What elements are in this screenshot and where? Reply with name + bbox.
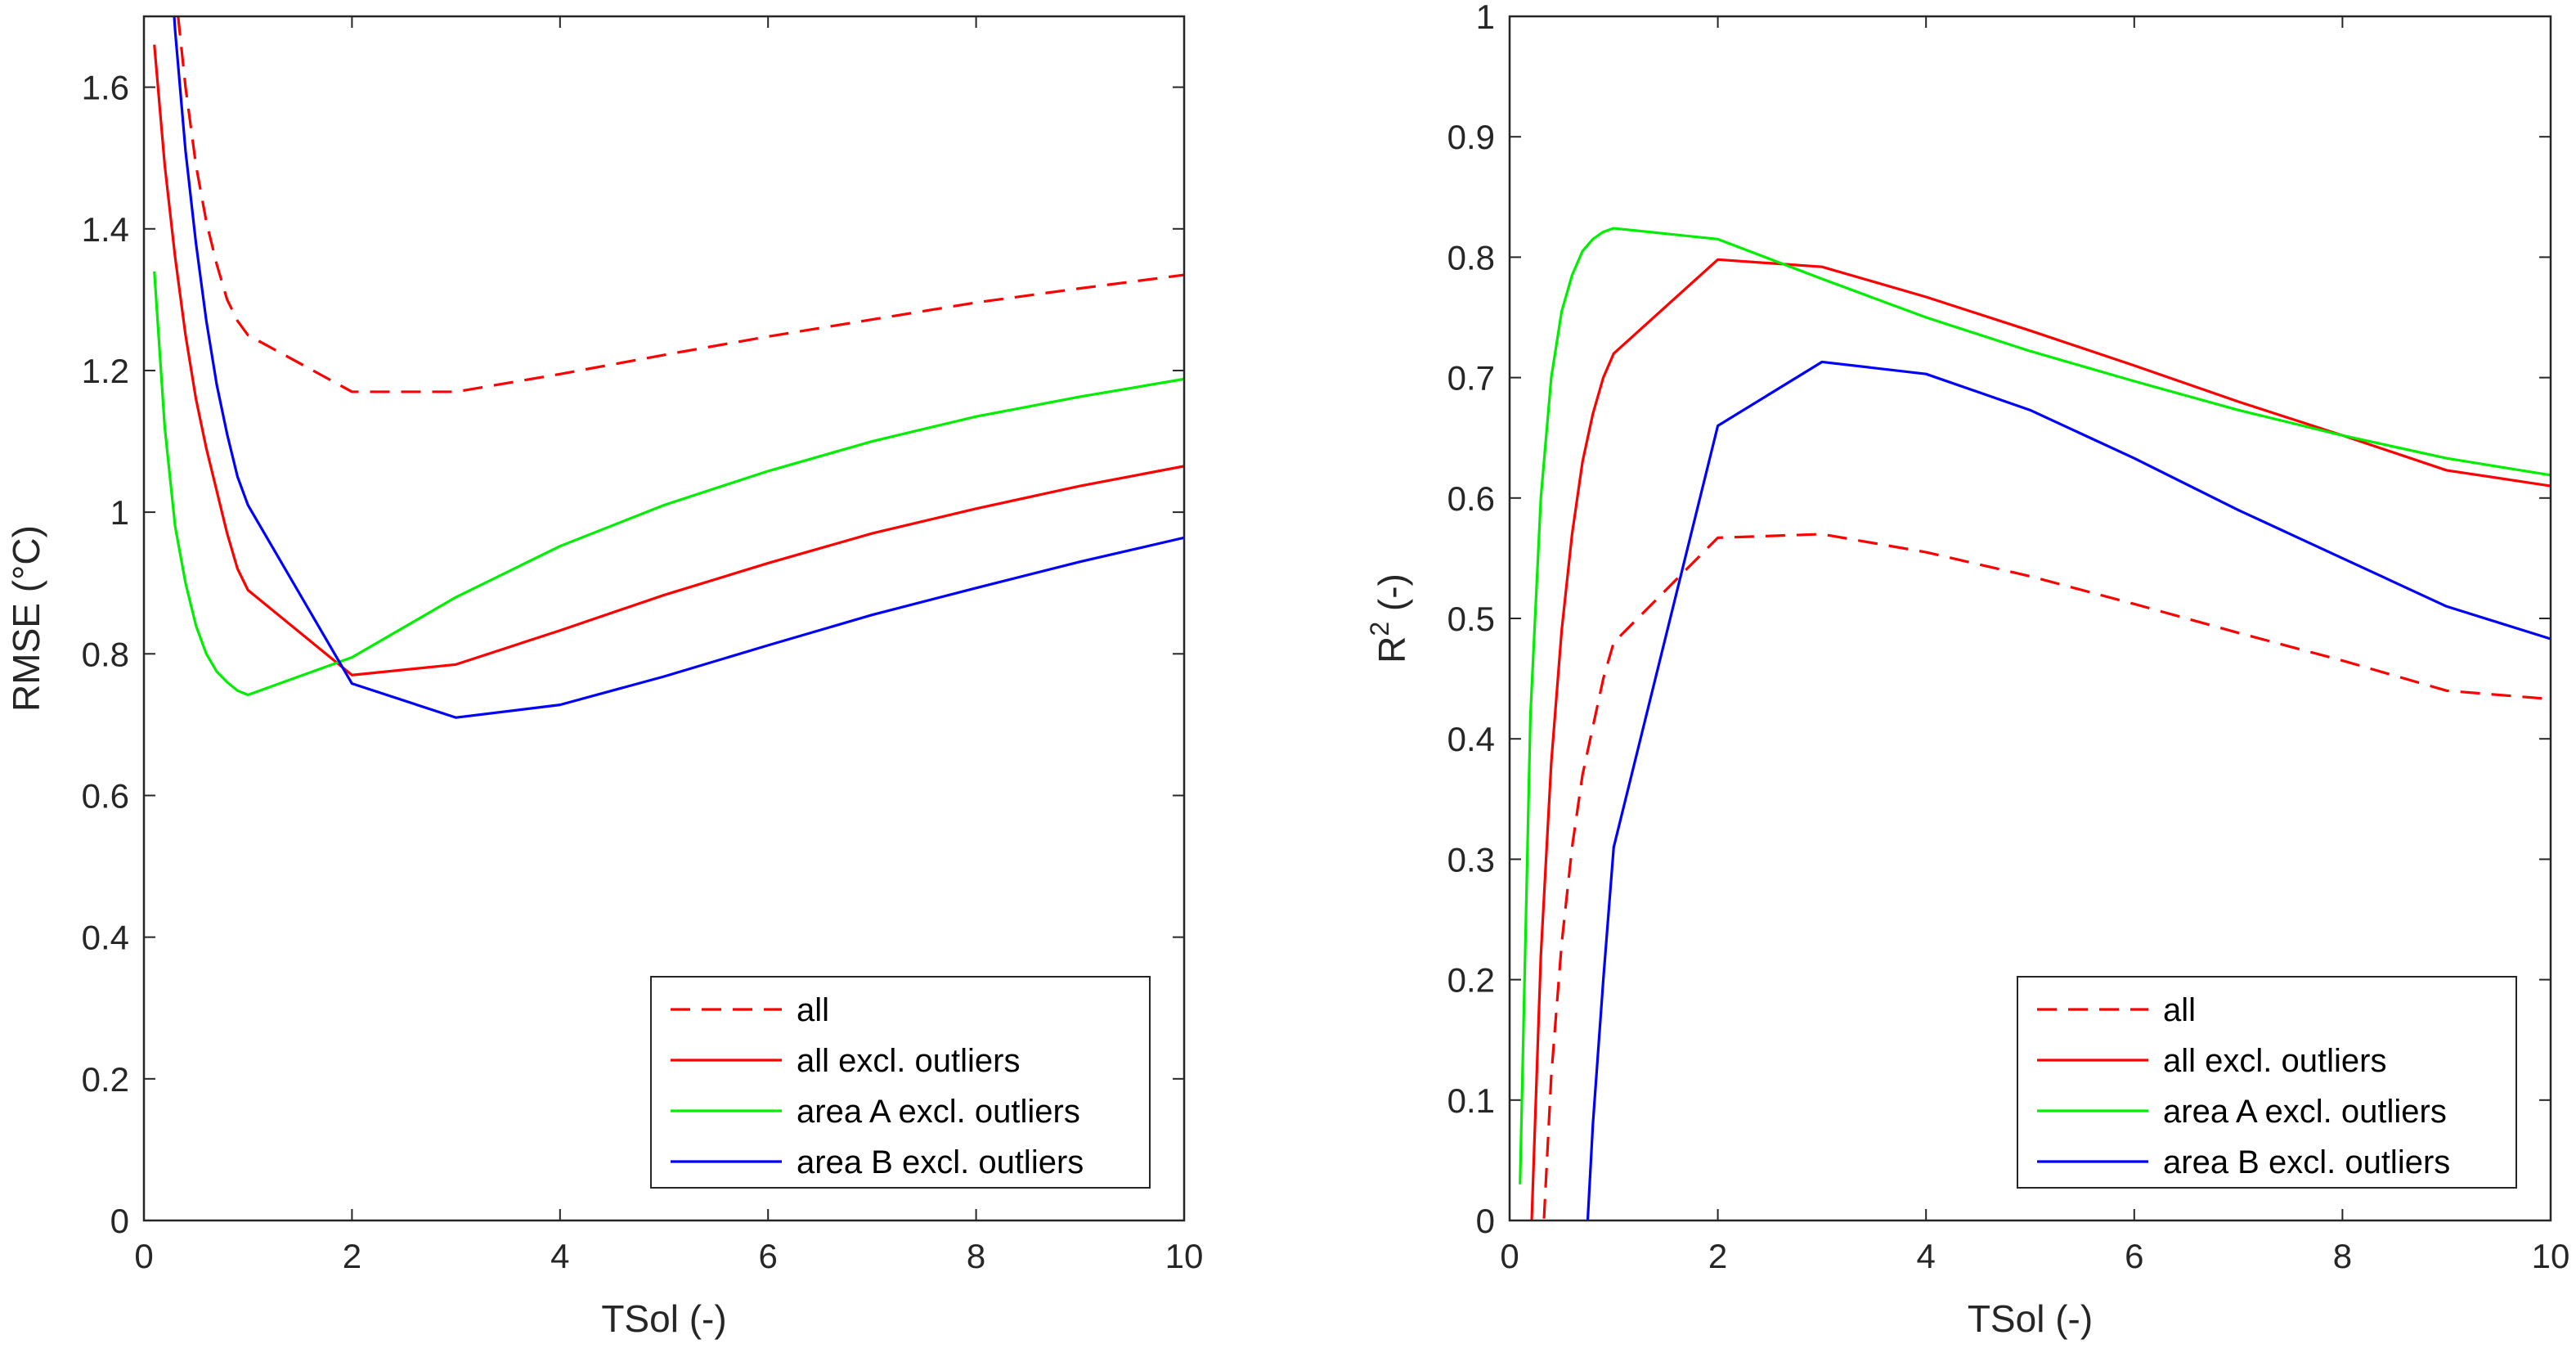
rmse-axes-box [142,15,1186,1222]
rmse-x-tick-label: 8 [967,1237,985,1275]
r2-y-tick-label: 1 [1476,0,1495,36]
r2-x-tick-label: 10 [2532,1237,2570,1275]
rmse-y-tick-label: 0.6 [82,776,129,815]
r2-x-tick-label: 2 [1708,1237,1727,1275]
r2-series-all-excl-outliers-line [1530,258,2551,1220]
rmse-x-axis-label: TSol (-) [601,1297,726,1340]
r2-y-tick-label: 0.5 [1447,600,1495,638]
r2-y-tick-label: 0.4 [1447,720,1495,758]
rmse-x-tick-label: 0 [134,1237,153,1275]
r2-series-all-line [1542,533,2551,1220]
rmse-y-tick-label: 0.2 [82,1060,129,1099]
rmse-x-tick-label: 6 [759,1237,778,1275]
rmse-legend: all all excl. outliers area A excl. outlie… [650,976,1151,1189]
rmse-legend-box [650,976,1151,1189]
r2-axes-box [1508,15,2552,1222]
rmse-legend-label: area B excl. outliers [797,1144,1084,1180]
rmse-legend-label: all excl. outliers [797,1043,1020,1079]
r2-legend: all all excl. outliers area A excl. outlie… [2017,976,2517,1189]
r2-x-axis-label: TSol (-) [1968,1297,2093,1340]
r2-series-area-b-excl-outliers-line [1586,360,2551,1220]
rmse-chart: 0 2 4 6 8 10 0 0.2 0.4 0.6 0.8 1 1.2 1.4 1.6 TSol (-) RM… [5,15,1204,1340]
r2-y-tick-label: 0.7 [1447,359,1495,398]
rmse-legend-label: all [797,992,829,1028]
r2-legend-label: all [2163,992,2196,1028]
r2-legend-label: all excl. outliers [2163,1043,2386,1079]
rmse-x-tick-label: 10 [1165,1237,1204,1275]
r2-y-tick-label: 0.8 [1447,238,1495,276]
rmse-legend-label: area A excl. outliers [797,1094,1080,1130]
r2-x-tick-label: 8 [2333,1237,2352,1275]
rmse-series-all-line [177,16,1184,393]
rmse-series-all-excl-outliers-line [153,44,1184,677]
r2-y-tick-label: 0.3 [1447,840,1495,879]
rmse-y-tick-label: 1.4 [82,210,129,249]
r2-y-tick-label: 0.1 [1447,1081,1495,1120]
rmse-y-tick-label: 0.4 [82,919,129,957]
r2-y-tick-label: 0.6 [1447,479,1495,518]
rmse-y-axis-label: RMSE (°C) [5,525,47,712]
r2-x-tick-label: 6 [2125,1237,2143,1275]
r2-x-tick-label: 0 [1500,1237,1519,1275]
rmse-series-area-b-excl-outliers-line [173,16,1184,719]
r2-legend-label: area A excl. outliers [2163,1094,2447,1130]
r-squared-chart: 0 2 4 6 8 10 0 0.1 0.2 0.3 0.4 0.5 0.6 0.7 0.8 0.9 1 TSol… [1365,0,2569,1340]
rmse-y-tick-label: 0 [110,1202,129,1240]
rmse-y-tick-label: 1.6 [82,69,129,107]
rmse-x-tick-label: 2 [343,1237,361,1275]
rmse-y-tick-label: 1 [110,493,129,532]
r2-legend-label: area B excl. outliers [2163,1144,2450,1180]
r2-x-tick-label: 4 [1917,1237,1936,1275]
r2-y-axis-label: R2 (-) [1365,573,1413,663]
rmse-y-tick-label: 0.8 [82,635,129,673]
rmse-x-tick-label: 4 [550,1237,569,1275]
r2-legend-box [2017,976,2517,1189]
r2-series-area-a-excl-outliers-line [1519,227,2551,1184]
rmse-series-area-a-excl-outliers-line [153,271,1184,697]
r2-y-tick-label: 0 [1476,1202,1495,1240]
rmse-y-tick-label: 1.2 [82,352,129,390]
r2-y-tick-label: 0.2 [1447,961,1495,1000]
r2-y-tick-label: 0.9 [1447,118,1495,156]
